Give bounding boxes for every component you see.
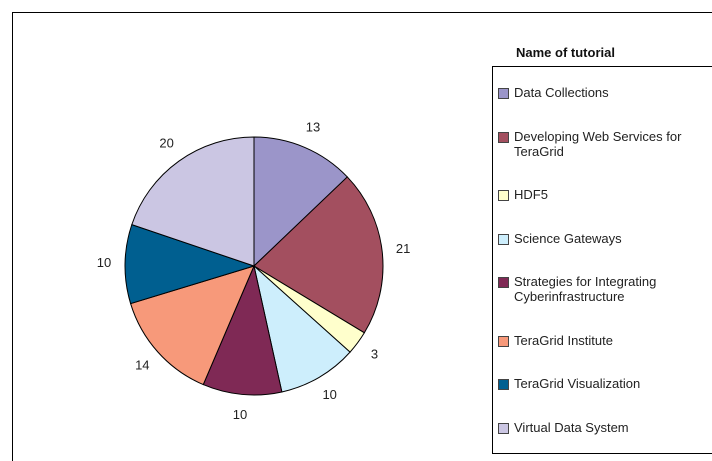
- chart-frame: [12, 12, 712, 461]
- legend-label: TeraGrid Institute: [514, 332, 613, 348]
- legend-swatch: [498, 422, 509, 434]
- legend-item: Data Collections: [498, 85, 703, 100]
- legend-label: Strategies for Integrating Cyberinfrastr…: [514, 274, 657, 305]
- legend-swatch: [498, 335, 509, 347]
- legend-title: Name of tutorial: [516, 45, 615, 60]
- data-label: 10: [97, 255, 111, 270]
- data-label: 3: [371, 347, 378, 362]
- legend-label: Developing Web Services for TeraGrid: [514, 128, 682, 159]
- legend-item: Virtual Data System: [498, 420, 703, 435]
- data-label: 21: [396, 241, 410, 256]
- data-label: 13: [306, 120, 320, 135]
- data-label: 10: [233, 407, 247, 422]
- pie-slice: [124, 223, 256, 305]
- pie-slice: [253, 264, 351, 393]
- legend-swatch: [498, 379, 509, 391]
- legend-label: Data Collections: [514, 85, 609, 101]
- legend-label: Virtual Data System: [514, 419, 629, 435]
- legend-label: TeraGrid Visualization: [514, 376, 641, 392]
- legend-item: Science Gateways: [498, 231, 703, 246]
- pie-slice: [202, 264, 283, 396]
- legend-item: TeraGrid Visualization: [498, 376, 703, 391]
- legend-item: Strategies for Integrating Cyberinfrastr…: [498, 274, 703, 304]
- pie-slice: [131, 136, 255, 267]
- legend-swatch: [498, 277, 509, 289]
- legend-swatch: [498, 88, 509, 100]
- pie-slice: [253, 176, 384, 334]
- legend-label: HDF5: [514, 187, 548, 203]
- legend-item: Developing Web Services for TeraGrid: [498, 129, 703, 159]
- legend-item: HDF5: [498, 187, 703, 202]
- data-label: 14: [135, 358, 149, 373]
- legend-swatch: [498, 131, 509, 143]
- pie-slice: [129, 265, 255, 386]
- legend-swatch: [498, 190, 509, 202]
- legend-swatch: [498, 233, 509, 245]
- legend: Data Collections Developing Web Services …: [492, 66, 712, 454]
- pie-slice: [253, 136, 349, 268]
- legend-item: TeraGrid Institute: [498, 333, 703, 348]
- data-label: 10: [322, 387, 336, 402]
- legend-label: Science Gateways: [514, 230, 622, 246]
- data-label: 20: [159, 136, 173, 151]
